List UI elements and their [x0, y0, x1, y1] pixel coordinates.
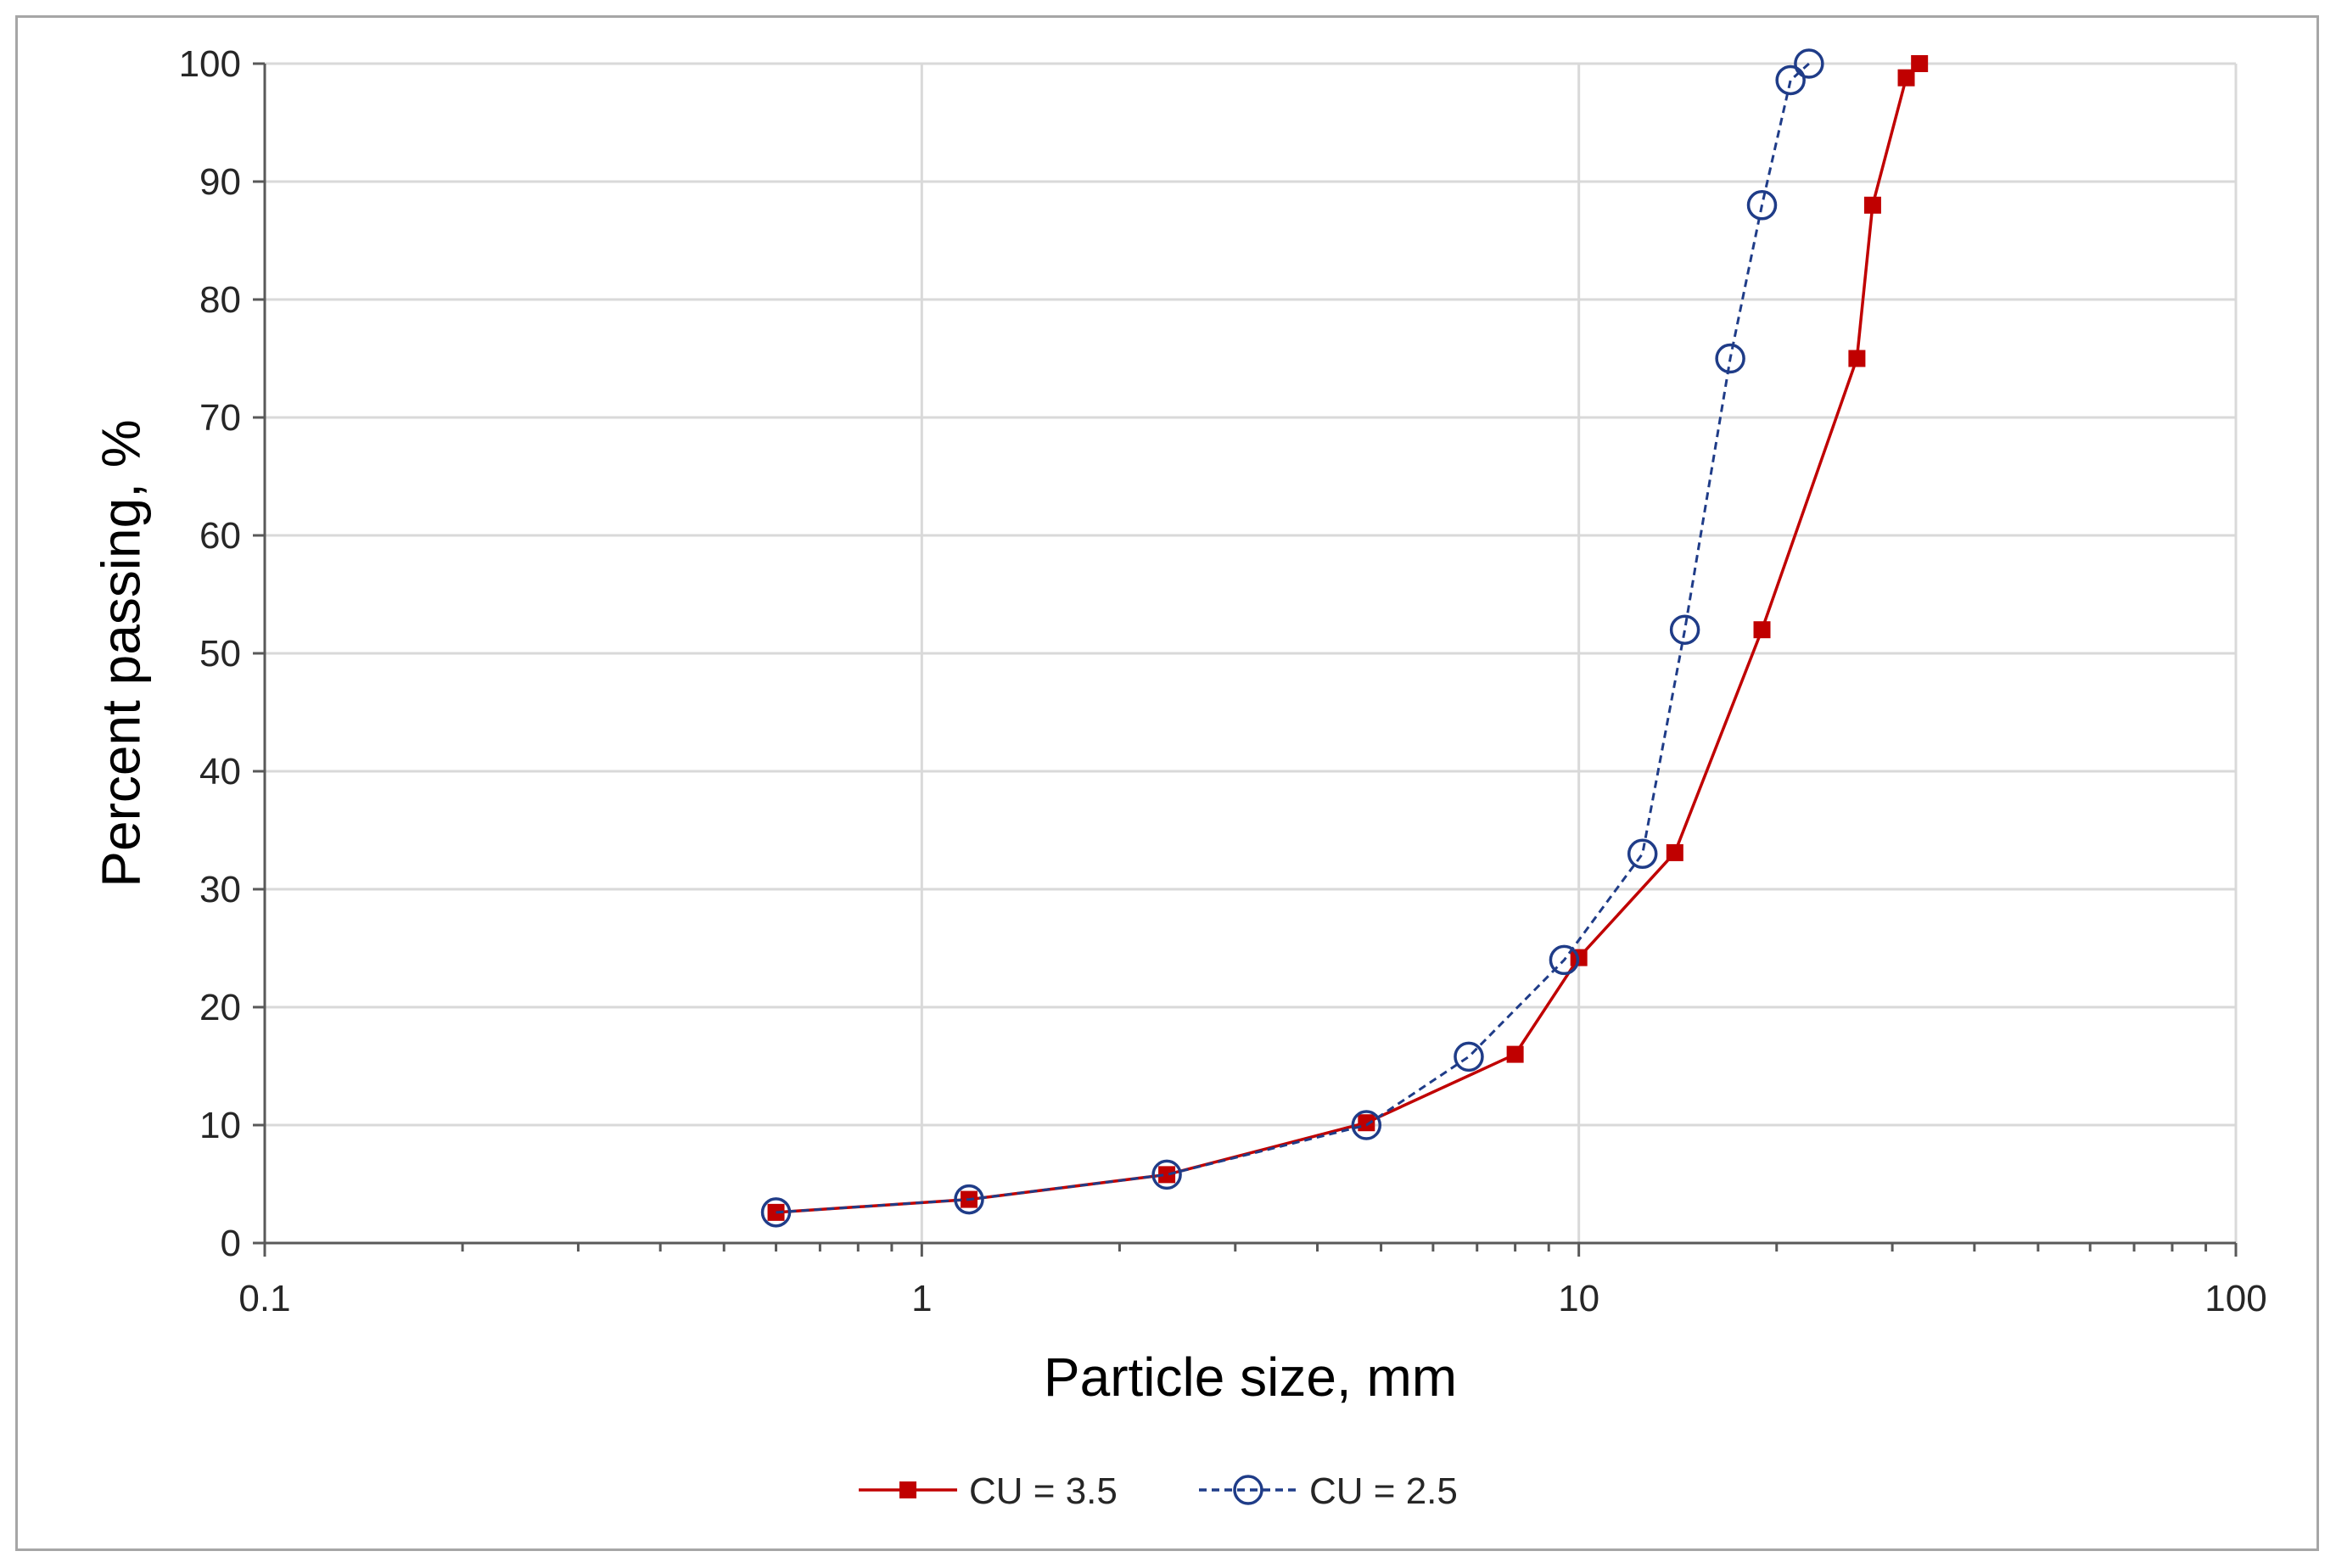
y-tick-label: 80 [199, 279, 241, 321]
series-2 [760, 48, 1824, 1228]
y-tick-label: 10 [199, 1105, 241, 1146]
data-point-circle [1549, 944, 1580, 976]
data-point-square [1863, 196, 1881, 214]
x-tick-label: 10 [1558, 1278, 1599, 1319]
data-point-square [1158, 1166, 1176, 1184]
y-tick-label: 70 [199, 397, 241, 439]
y-tick-label: 30 [199, 869, 241, 910]
axes [253, 62, 2238, 1257]
data-point-circle [1746, 190, 1778, 221]
data-point-square [1506, 1045, 1524, 1063]
data-point-circle [1794, 48, 1824, 79]
data-point-circle [1627, 838, 1658, 870]
y-tick-label: 0 [221, 1223, 241, 1264]
legend-swatch-circle [1233, 1475, 1263, 1505]
gridlines [265, 62, 2238, 1243]
series-group [760, 48, 1929, 1228]
legend-item-2: CU = 2.5 [1199, 1470, 1458, 1512]
legend-item-1: CU = 3.5 [859, 1470, 1118, 1512]
data-point-circle [1151, 1159, 1182, 1190]
legend-label: CU = 2.5 [1309, 1470, 1458, 1512]
data-point-circle [1669, 614, 1700, 645]
data-point-circle [1715, 343, 1745, 374]
legend-label: CU = 3.5 [969, 1470, 1118, 1512]
data-point-square [1666, 843, 1683, 861]
y-tick-label: 50 [199, 633, 241, 675]
x-tick-label: 1 [911, 1278, 932, 1319]
data-point-square [1848, 350, 1866, 367]
y-axis-title: Percent passing, % [90, 419, 151, 887]
data-point-circle [1775, 64, 1806, 96]
data-point-circle [954, 1184, 984, 1215]
legend: CU = 3.5 CU = 2.5 [859, 1470, 1458, 1512]
data-point-square [1911, 55, 1929, 72]
series-1 [767, 55, 1929, 1221]
y-tick-label: 20 [199, 987, 241, 1028]
x-tick-label: 0.1 [238, 1278, 290, 1319]
y-tick-label: 90 [199, 161, 241, 203]
y-tick-label: 60 [199, 515, 241, 557]
data-point-circle [1351, 1110, 1382, 1140]
data-point-square [1897, 69, 1915, 87]
data-point-circle [760, 1197, 792, 1228]
legend-swatch-square [899, 1481, 916, 1498]
data-point-square [1358, 1114, 1375, 1132]
y-tick-label: 100 [179, 43, 241, 85]
data-point-circle [1454, 1041, 1484, 1072]
tick-labels: 0 10 20 30 40 50 60 70 80 90 100 0.1 1 10 100 [179, 43, 2267, 1319]
x-tick-label: 100 [2204, 1278, 2266, 1319]
series-line [776, 62, 1921, 1214]
chart-frame [15, 15, 2319, 1551]
series-line [776, 62, 1810, 1214]
data-point-square [1753, 621, 1771, 639]
x-axis-title: Particle size, mm [1044, 1347, 1457, 1408]
y-tick-label: 40 [199, 751, 241, 792]
